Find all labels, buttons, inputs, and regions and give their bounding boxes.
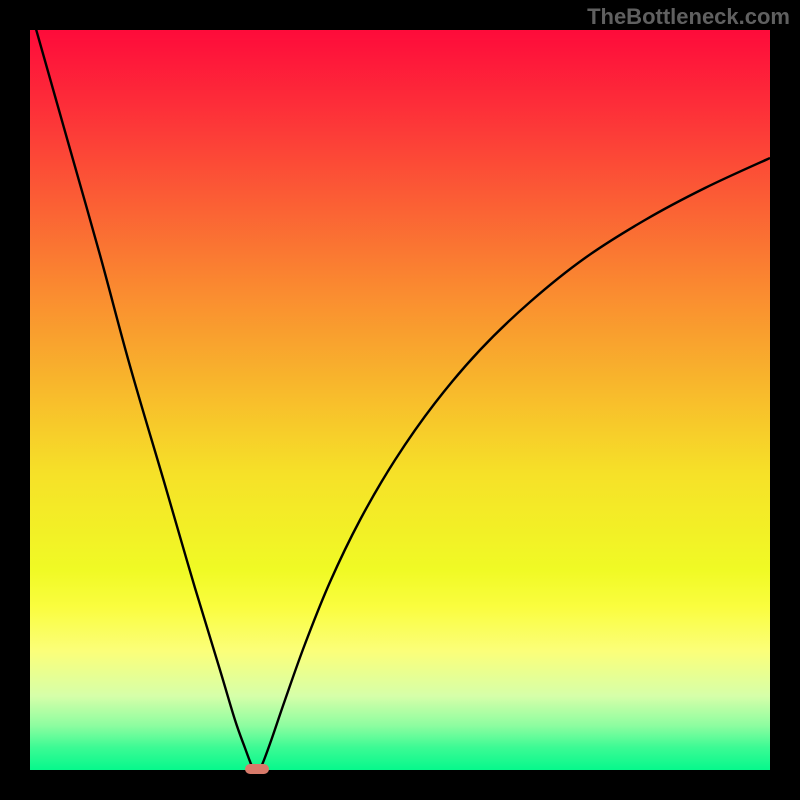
- dip-marker: [245, 764, 269, 774]
- chart-container: TheBottleneck.com: [0, 0, 800, 800]
- chart-svg: [30, 30, 770, 770]
- attribution-label: TheBottleneck.com: [587, 4, 790, 30]
- plot-area: [30, 30, 770, 770]
